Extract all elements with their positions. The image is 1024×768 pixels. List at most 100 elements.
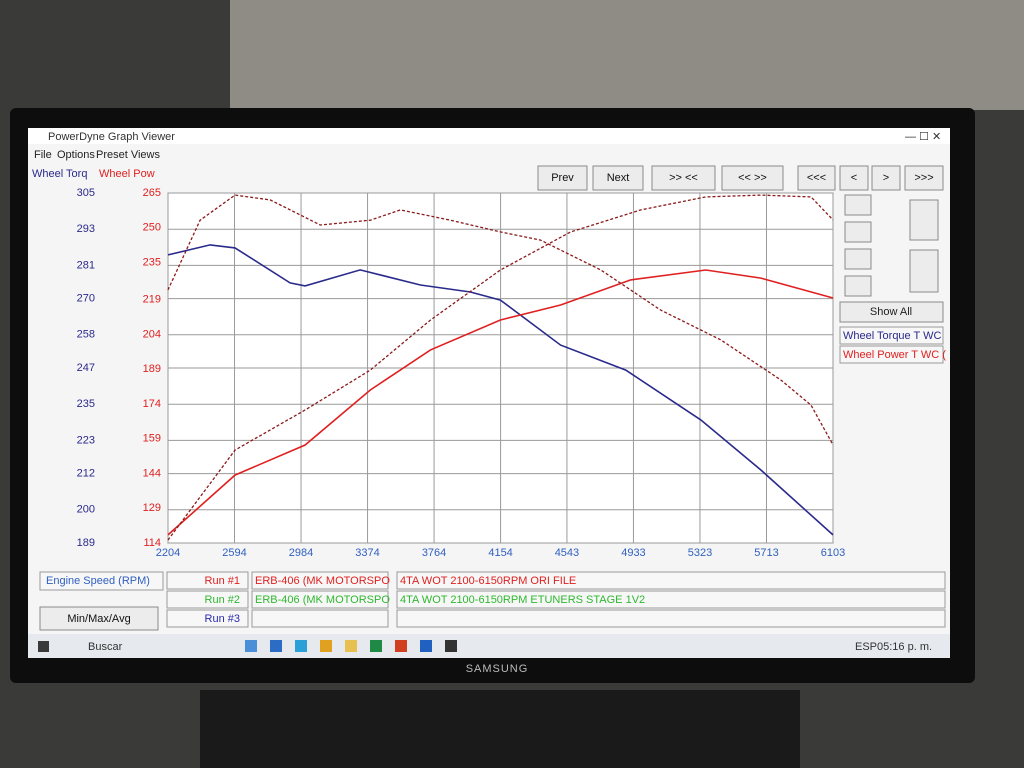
toolbar-button-label[interactable]: >>> bbox=[914, 172, 933, 184]
y2-tick-label: 265 bbox=[143, 187, 161, 199]
y-tick-label: 270 bbox=[77, 293, 95, 305]
y2-tick-label: 129 bbox=[143, 502, 161, 514]
run-description: 4TA WOT 2100-6150RPM ORI FILE bbox=[400, 575, 576, 587]
taskbar-icon[interactable] bbox=[270, 640, 282, 652]
x-axis-label-box bbox=[39, 571, 164, 591]
monitor-brand: SAMSUNG bbox=[466, 663, 529, 675]
clock[interactable]: 05:16 p. m. bbox=[877, 641, 932, 653]
scroll-button[interactable] bbox=[844, 248, 872, 270]
search-box[interactable]: Buscar bbox=[88, 641, 123, 653]
taskbar-icon[interactable] bbox=[320, 640, 332, 652]
legend-label: Wheel Power T WC ( bbox=[843, 349, 946, 361]
toolbar-button-label[interactable]: Next bbox=[607, 172, 630, 184]
y-axis-label: Wheel Torq bbox=[32, 168, 87, 180]
x-tick-label: 4543 bbox=[555, 547, 579, 559]
legend-label: Wheel Torque T WC bbox=[843, 330, 941, 342]
y2-tick-label: 204 bbox=[143, 328, 161, 340]
title-bar bbox=[28, 128, 950, 144]
y2-tick-label: 144 bbox=[143, 467, 161, 479]
window-title: PowerDyne Graph Viewer bbox=[48, 131, 175, 143]
y2-axis-label: Wheel Pow bbox=[99, 168, 155, 180]
y2-tick-label: 250 bbox=[143, 222, 161, 234]
run-label: Run #2 bbox=[205, 594, 240, 606]
show-all-button[interactable] bbox=[839, 301, 944, 323]
toolbar-button-label[interactable]: <<< bbox=[807, 172, 826, 184]
x-tick-label: 2204 bbox=[156, 547, 180, 559]
min-max-avg-button[interactable] bbox=[39, 606, 159, 631]
scroll-button[interactable] bbox=[844, 194, 872, 216]
taskbar-icon[interactable] bbox=[345, 640, 357, 652]
run-label: Run #1 bbox=[205, 575, 240, 587]
y2-tick-label: 219 bbox=[143, 294, 161, 306]
toolbar-button[interactable] bbox=[839, 165, 869, 191]
scroll-button[interactable] bbox=[844, 275, 872, 297]
plot: 2204 2594 2984 3374 3764 4154 4543 4933 5323 5713… bbox=[77, 187, 846, 559]
menu-item[interactable]: Preset Views bbox=[96, 149, 160, 161]
taskbar-icon[interactable] bbox=[295, 640, 307, 652]
taskbar-icon[interactable] bbox=[445, 640, 457, 652]
x-tick-label: 2594 bbox=[222, 547, 246, 559]
run-description-box bbox=[396, 571, 946, 590]
toolbar-button[interactable] bbox=[651, 165, 716, 191]
toolbar-button[interactable] bbox=[592, 165, 644, 191]
y2-tick-label: 114 bbox=[143, 537, 161, 549]
runs-table: Run #1 ERB-406 (MK MOTORSPO 4TA WOT 2100-6… bbox=[166, 571, 946, 628]
legend-entry bbox=[839, 326, 944, 345]
window-controls[interactable]: — ☐ ✕ bbox=[905, 131, 941, 143]
toolbar-button-label[interactable]: < bbox=[851, 172, 857, 184]
toolbar-button[interactable] bbox=[797, 165, 836, 191]
x-axis-label: Engine Speed (RPM) bbox=[46, 575, 150, 587]
y-tick-label: 293 bbox=[77, 223, 95, 235]
toolbar-button-label[interactable]: > bbox=[883, 172, 889, 184]
y-tick-label: 223 bbox=[77, 434, 95, 446]
run-vehicle-box bbox=[251, 571, 389, 590]
taskbar-icon[interactable] bbox=[395, 640, 407, 652]
scroll-button[interactable] bbox=[909, 199, 939, 241]
x-tick-label: 4933 bbox=[621, 547, 645, 559]
toolbar-button-label[interactable]: >> << bbox=[669, 172, 698, 184]
keyboard bbox=[200, 690, 800, 768]
scroll-button[interactable] bbox=[844, 221, 872, 243]
menu-item[interactable]: File bbox=[34, 149, 52, 161]
run-label: Run #3 bbox=[205, 613, 240, 625]
series-line bbox=[167, 244, 834, 536]
series-line bbox=[167, 194, 834, 446]
toolbar-button[interactable] bbox=[537, 165, 588, 191]
taskbar-icon[interactable] bbox=[420, 640, 432, 652]
x-tick-label: 2984 bbox=[289, 547, 313, 559]
toolbar: Prev Next >> << << >> <<< < > >>> bbox=[537, 165, 944, 191]
x-tick-label: 3764 bbox=[422, 547, 446, 559]
toolbar-button[interactable] bbox=[721, 165, 784, 191]
series-line bbox=[167, 269, 834, 536]
legend-entry bbox=[839, 345, 944, 364]
language-indicator[interactable]: ESP bbox=[855, 641, 877, 653]
y-tick-label: 281 bbox=[77, 259, 95, 271]
menu-item[interactable]: Options bbox=[57, 149, 95, 161]
y-tick-label: 189 bbox=[77, 537, 95, 549]
scroll-button[interactable] bbox=[909, 249, 939, 293]
show-all-label[interactable]: Show All bbox=[870, 306, 912, 318]
toolbar-button-label[interactable]: << >> bbox=[738, 172, 767, 184]
toolbar-button-label[interactable]: Prev bbox=[551, 172, 574, 184]
toolbar-button[interactable] bbox=[871, 165, 901, 191]
y2-tick-label: 159 bbox=[143, 433, 161, 445]
start-button[interactable] bbox=[38, 641, 49, 652]
run-label-box bbox=[166, 609, 249, 628]
run-vehicle: ERB-406 (MK MOTORSPO bbox=[255, 575, 390, 587]
toolbar-button[interactable] bbox=[904, 165, 944, 191]
y2-tick-label: 174 bbox=[143, 398, 161, 410]
min-max-avg-label[interactable]: Min/Max/Avg bbox=[67, 613, 130, 625]
y-tick-label: 235 bbox=[77, 398, 95, 410]
run-label-box bbox=[166, 590, 249, 609]
run-vehicle-box bbox=[251, 609, 389, 628]
y-tick-label: 305 bbox=[77, 187, 95, 199]
y2-tick-label: 189 bbox=[143, 363, 161, 375]
x-tick-label: 5323 bbox=[688, 547, 712, 559]
y2-tick-label: 235 bbox=[143, 256, 161, 268]
x-tick-label: 5713 bbox=[754, 547, 778, 559]
taskbar-icon[interactable] bbox=[370, 640, 382, 652]
taskbar bbox=[28, 634, 950, 658]
run-vehicle-box bbox=[251, 590, 389, 609]
taskbar-icon[interactable] bbox=[245, 640, 257, 652]
